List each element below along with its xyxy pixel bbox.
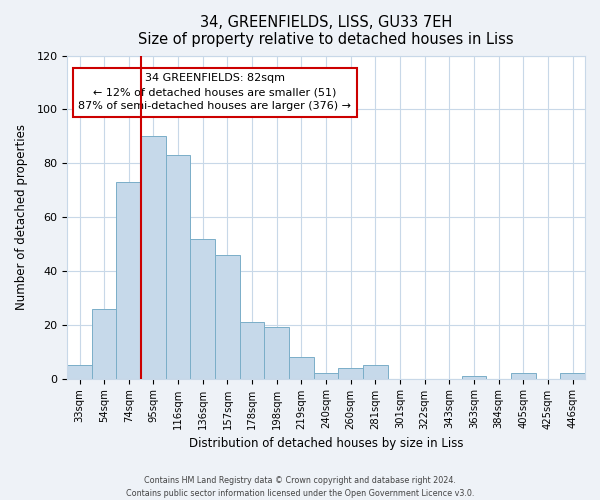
Bar [462,376,487,378]
Bar [67,365,92,378]
Bar [289,357,314,378]
Bar [240,322,265,378]
X-axis label: Distribution of detached houses by size in Liss: Distribution of detached houses by size … [189,437,463,450]
Bar [141,136,166,378]
Text: 34 GREENFIELDS: 82sqm
← 12% of detached houses are smaller (51)
87% of semi-deta: 34 GREENFIELDS: 82sqm ← 12% of detached … [78,74,351,112]
Bar [215,254,240,378]
Bar [363,365,388,378]
Bar [511,373,536,378]
Title: 34, GREENFIELDS, LISS, GU33 7EH
Size of property relative to detached houses in : 34, GREENFIELDS, LISS, GU33 7EH Size of … [138,15,514,48]
Bar [166,155,190,378]
Bar [92,308,116,378]
Bar [314,373,338,378]
Bar [116,182,141,378]
Bar [560,373,585,378]
Y-axis label: Number of detached properties: Number of detached properties [15,124,28,310]
Text: Contains HM Land Registry data © Crown copyright and database right 2024.
Contai: Contains HM Land Registry data © Crown c… [126,476,474,498]
Bar [190,238,215,378]
Bar [265,328,289,378]
Bar [338,368,363,378]
